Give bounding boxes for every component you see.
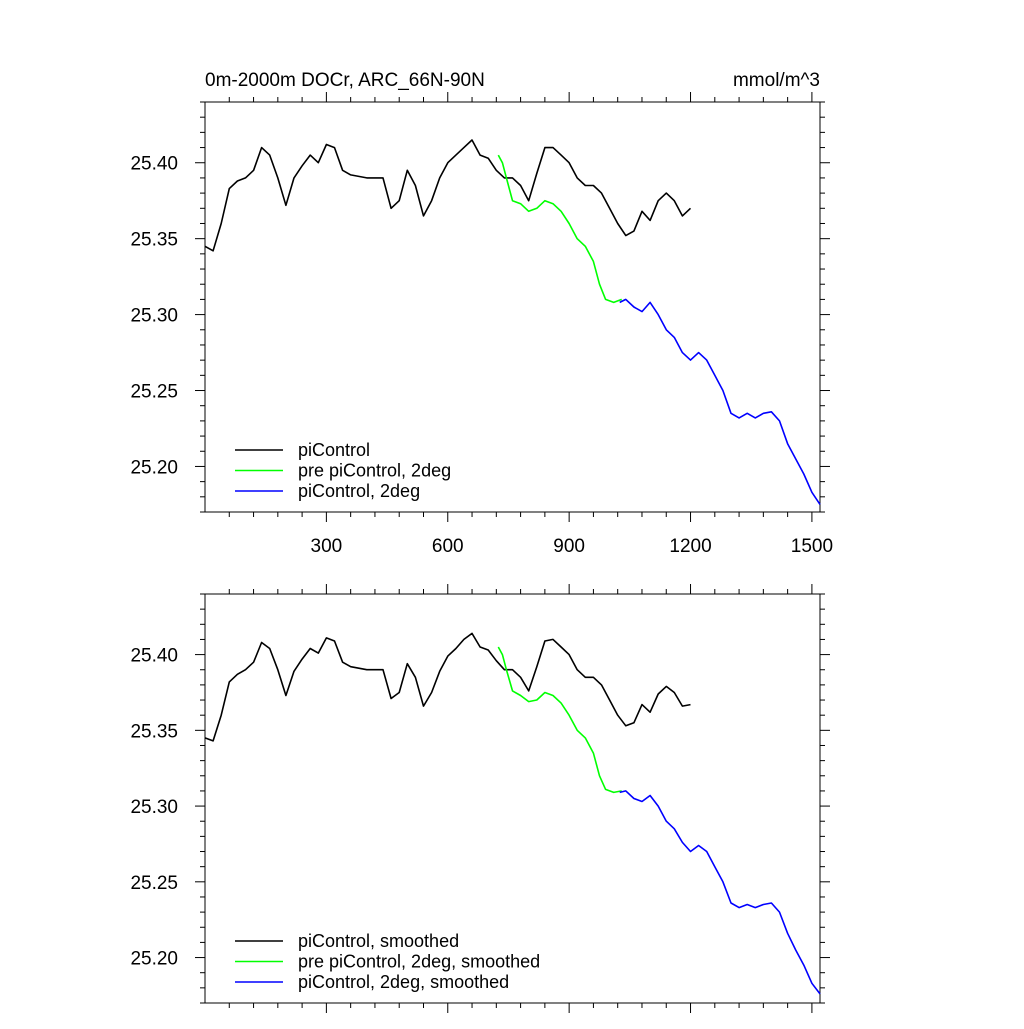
top-xtick-label: 600 (432, 536, 464, 557)
top-legend-label: piControl, 2deg (298, 481, 420, 501)
bottom-legend-label: pre piControl, 2deg, smoothed (298, 952, 540, 972)
top-series-line-3 (619, 298, 821, 505)
top-legend-label: piControl (298, 440, 370, 460)
bottom-plot-frame (204, 593, 821, 1004)
bottom-ytick-label: 25.20 (130, 949, 178, 970)
top-xtick-label: 900 (553, 536, 585, 557)
chart-title: 0m-2000m DOCr, ARC_66N-90N (205, 70, 485, 91)
bottom-panel: 25.20 25.25 25.30 25.35 25.40 piControl, smoo… (130, 584, 830, 1013)
bottom-ytick-label: 25.25 (130, 873, 178, 894)
bottom-legend-label: piControl, smoothed (298, 931, 459, 951)
bottom-ytick-label: 25.35 (130, 721, 178, 742)
top-xtick-label: 300 (311, 536, 343, 557)
top-ytick-label: 25.25 (130, 382, 178, 403)
top-panel: 300 600 900 1200 1500 25.20 25.25 25.30 25.35 25.… (130, 92, 833, 557)
top-legend-label: pre piControl, 2deg (298, 461, 451, 481)
top-xtick-label: 1500 (791, 536, 833, 557)
bottom-legend-label: piControl, 2deg, smoothed (298, 972, 509, 992)
top-series-line-2 (497, 154, 622, 304)
bottom-series-line-3 (619, 790, 821, 995)
chart-units: mmol/m^3 (733, 70, 820, 91)
top-xtick-label: 1200 (669, 536, 711, 557)
top-plot-frame (204, 101, 821, 513)
top-series-line-1 (204, 139, 692, 252)
top-ytick-label: 25.30 (130, 306, 178, 327)
top-ytick-label: 25.20 (130, 457, 178, 478)
bottom-ytick-label: 25.30 (130, 797, 178, 818)
top-ytick-label: 25.40 (130, 154, 178, 175)
bottom-series-line-2 (497, 646, 622, 794)
bottom-ytick-label: 25.40 (130, 646, 178, 667)
bottom-series-line-1 (204, 632, 691, 742)
top-ytick-label: 25.35 (130, 230, 178, 251)
